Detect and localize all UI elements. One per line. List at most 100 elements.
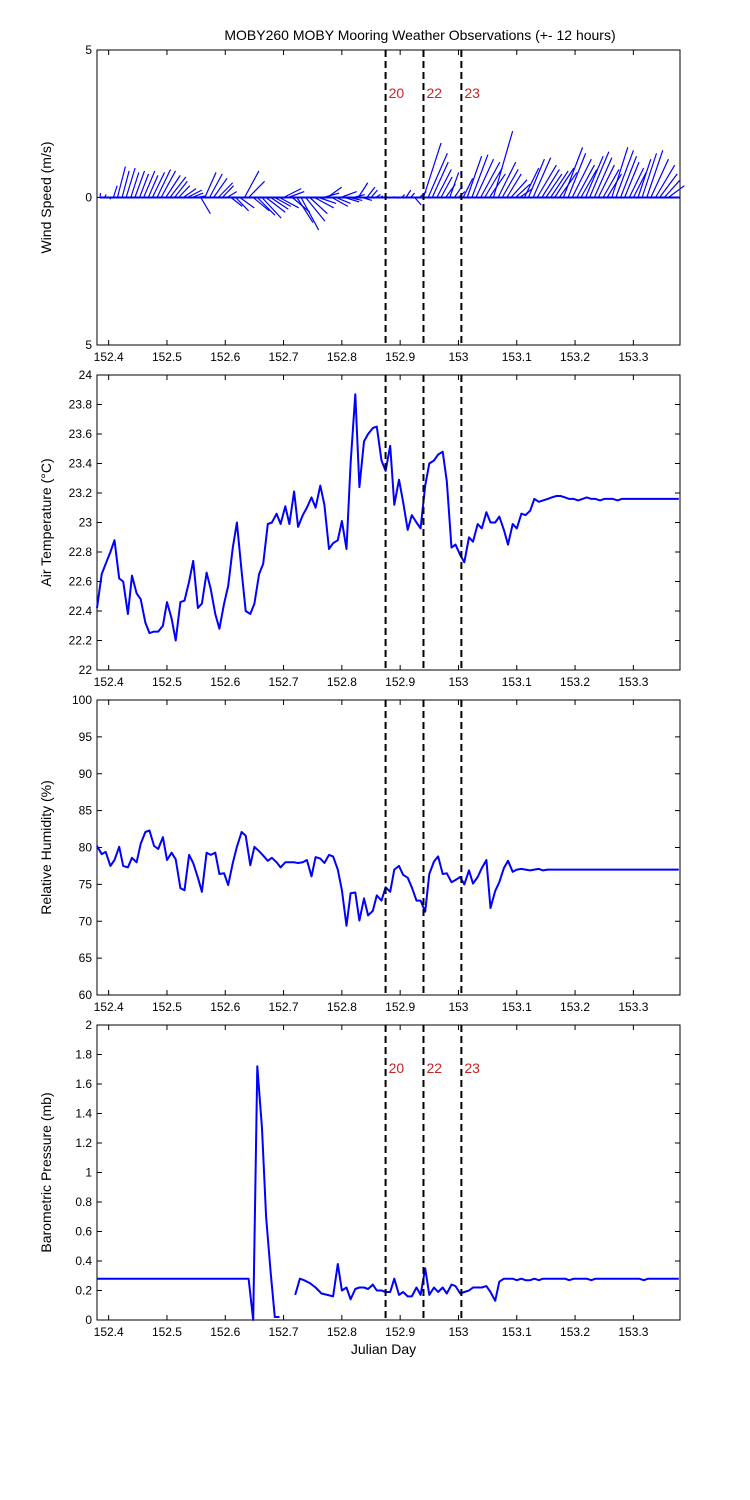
wind-vector (143, 170, 156, 198)
wind-vector (659, 173, 678, 198)
x-tick-label: 152.6 (210, 1325, 240, 1339)
wind-vector (230, 197, 243, 207)
y-tick-label: 1.4 (75, 1107, 92, 1121)
wind-vector (204, 172, 217, 198)
wind-vector (501, 169, 519, 198)
y-tick-label: 1.6 (75, 1077, 92, 1091)
y-tick-label: 0.2 (75, 1284, 92, 1298)
wind-vector (667, 185, 685, 198)
wind-vector (208, 173, 223, 198)
wind-vector (147, 175, 159, 198)
x-tick-label: 153.1 (502, 675, 532, 689)
event-marker-label: 23 (464, 85, 480, 101)
y-tick-label: 100 (72, 693, 92, 707)
wind-vector (261, 197, 282, 219)
x-tick-label: 153 (448, 1325, 468, 1339)
y-tick-label: 0.6 (75, 1225, 92, 1239)
wind-vector (165, 175, 181, 198)
wind-vector (99, 192, 102, 198)
wind-vector (283, 188, 302, 199)
x-tick-label: 153.3 (618, 1000, 648, 1014)
y-tick-label: 0 (85, 1313, 92, 1327)
wind-vector (125, 167, 136, 198)
wind-vector (510, 179, 528, 198)
wind-vector (646, 150, 664, 198)
y-tick-label: 22.8 (69, 545, 93, 559)
y-tick-label: 0.8 (75, 1195, 92, 1209)
series-line (97, 1065, 280, 1321)
y-axis-label: Wind Speed (m/s) (38, 141, 54, 253)
y-tick-label: 0.4 (75, 1254, 92, 1268)
x-tick-label: 153.1 (502, 350, 532, 364)
wind-vector (375, 194, 381, 199)
wind-vector (506, 173, 522, 198)
wind-vector (663, 179, 681, 198)
x-tick-label: 152.7 (269, 350, 299, 364)
wind-vector (497, 161, 517, 198)
wind-vector (615, 150, 635, 198)
wind-vector (160, 170, 177, 198)
x-tick-label: 152.4 (94, 675, 124, 689)
x-tick-label: 153 (448, 350, 468, 364)
wind-vector (349, 196, 363, 202)
y-tick-label: 22 (79, 663, 93, 677)
wind-vector (370, 189, 378, 198)
wind-vector (288, 191, 305, 199)
y-tick-label: 1.2 (75, 1136, 92, 1150)
wind-vector (580, 169, 598, 198)
wind-vector (174, 180, 188, 198)
wind-vector (379, 195, 384, 199)
x-tick-label: 152.5 (152, 1325, 182, 1339)
wind-vector (436, 169, 452, 198)
y-axis-label: Air Temperature (°C) (38, 458, 54, 586)
wind-vector (331, 196, 349, 207)
x-tick-label: 153.3 (618, 1325, 648, 1339)
wind-vector (527, 158, 545, 198)
wind-vector (182, 188, 197, 198)
x-tick-label: 152.8 (327, 675, 357, 689)
wind-vector (335, 196, 351, 204)
wind-vector (217, 182, 234, 198)
wind-vector (309, 197, 328, 215)
wind-vector (654, 164, 676, 198)
x-tick-label: 153.1 (502, 1325, 532, 1339)
figure-title: MOBY260 MOBY Mooring Weather Observation… (224, 27, 615, 43)
x-tick-label: 152.9 (385, 675, 415, 689)
wind-vector (471, 154, 489, 198)
wind-vector (151, 172, 166, 198)
wind-vector (475, 158, 495, 198)
wind-vector (112, 185, 118, 198)
x-tick-label: 153 (448, 1000, 468, 1014)
x-tick-label: 152.7 (269, 1000, 299, 1014)
wind-vector (235, 197, 249, 212)
wind-vector (632, 172, 647, 198)
wind-vector (593, 157, 613, 198)
wind-vector (554, 167, 575, 198)
y-tick-label: 70 (79, 914, 93, 928)
wind-vector (340, 191, 357, 199)
event-marker-label: 22 (426, 1060, 442, 1076)
wind-vector (427, 153, 448, 198)
wind-vector (550, 170, 569, 198)
wind-vector (440, 176, 453, 198)
x-tick-label: 152.5 (152, 1000, 182, 1014)
y-tick-label: 80 (79, 841, 93, 855)
plot-area (96, 374, 681, 671)
wind-vector (484, 167, 503, 198)
wind-vector (252, 197, 270, 212)
wind-vector (138, 173, 150, 198)
wind-vector (130, 172, 140, 198)
wind-vector (619, 155, 638, 198)
event-marker-label: 22 (426, 85, 442, 101)
wind-vector (265, 197, 286, 213)
wind-vector (422, 142, 442, 198)
wind-vector (305, 197, 326, 222)
wind-vector (515, 183, 531, 198)
x-tick-label: 152.6 (210, 350, 240, 364)
wind-vector (243, 170, 260, 198)
wind-vector (104, 194, 107, 198)
series-line (96, 393, 679, 642)
x-tick-label: 153.2 (560, 1000, 590, 1014)
wind-vector (196, 195, 206, 199)
